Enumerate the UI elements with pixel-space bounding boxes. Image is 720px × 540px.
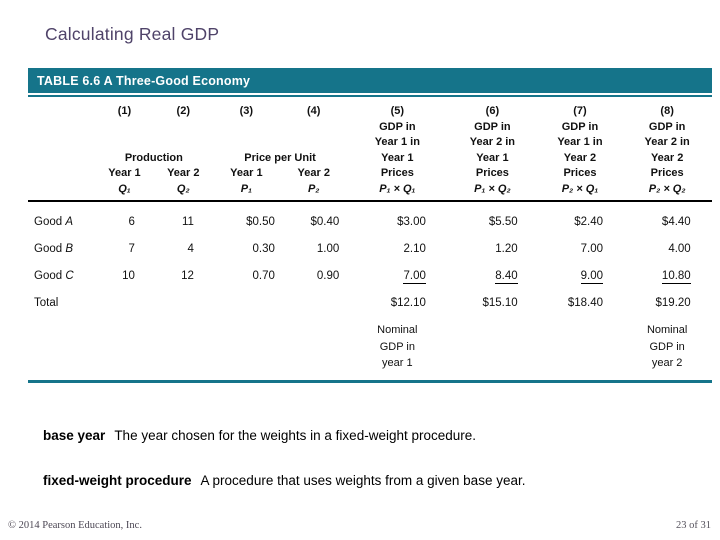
cell-p1: 0.30 [252,242,275,255]
year-label: Year 2 [297,167,330,179]
gdp-header-symbol: P₁ × Q₂ [474,182,511,195]
row-label: Good B [34,242,74,255]
cell-q2: 11 [181,215,194,228]
year-label: Year 2 [167,167,200,179]
definition-text: A procedure that uses weights from a giv… [200,473,526,488]
header-group-production: (1) (2) Production Year 1 Year 2 Q₁ Q₂ [95,104,213,197]
row-label: Good C [34,269,74,282]
col-number-6: (6) [485,105,500,117]
table-title-bar: TABLE 6.6 A Three-Good Economy [28,68,712,93]
cell-c6: 1.20 [495,242,518,255]
definition-base-year: base year The year chosen for the weights… [43,428,690,443]
symbol-q1: Q₁ [118,182,131,195]
table-row-good-b: Good B 7 4 0.30 1.00 2.10 1.20 7.00 4.00 [28,235,712,262]
gdp-header-symbol: P₂ × Q₁ [561,182,599,195]
spacer [151,322,213,372]
year-label: Year 1 [230,167,263,179]
cell-c8: 4.00 [668,242,691,255]
cell-c8: 10.80 [661,269,691,284]
header-col-6: (6) GDP in Year 2 in Year 1 Prices P₁ × … [447,104,537,197]
cell-c5: 7.00 [403,269,426,284]
cell-q2: 12 [181,269,194,282]
group-label-production: Production [124,151,183,164]
gdp-table: TABLE 6.6 A Three-Good Economy (1) (2) P… [28,68,712,383]
cell-c7: 7.00 [580,242,604,255]
cell-p2: 0.90 [316,269,340,282]
year-label: Year 1 [108,167,141,179]
gdp-header-symbol: P₁ × Q₁ [379,182,416,195]
header-col-8: (8) GDP in Year 2 in Year 2 Prices P₂ × … [622,104,712,197]
nominal-labels-row: Nominal GDP in year 1 Nominal GDP in yea… [28,322,712,372]
col-number-2: (2) [176,105,190,117]
gdp-header-lines: GDP in Year 1 in Year 2 Prices [557,120,603,180]
table-row-total: Total $12.10 $15.10 $18.40 $19.20 [28,289,712,316]
table-header: (1) (2) Production Year 1 Year 2 Q₁ Q₂ [28,97,712,202]
symbol-q2: Q₂ [176,182,190,195]
cell-c7: $2.40 [574,215,604,228]
cell-total-c8: $19.20 [655,296,691,309]
spacer [28,322,95,372]
col-number-4: (4) [307,105,321,117]
cell-q2: 4 [187,242,194,255]
table-title-rule [28,95,712,97]
col-number-5: (5) [390,105,405,117]
footer-copyright: © 2014 Pearson Education, Inc. [8,520,142,531]
gdp-header-lines: GDP in Year 2 in Year 1 Prices [469,120,516,180]
symbol-p1: P₁ [240,182,252,195]
col-number-1: (1) [117,105,132,117]
group-label-price: Price per Unit [244,151,316,164]
definition-fixed-weight: fixed-weight procedure A procedure that u… [43,473,690,488]
spacer [213,322,284,372]
cell-q1: 7 [128,242,135,255]
cell-p2: $0.40 [310,215,340,228]
cell-c5: $3.00 [397,215,426,228]
footer-page-number: 23 of 31 [676,520,711,531]
header-spacer [28,104,95,197]
gdp-header-symbol: P₂ × Q₂ [648,182,686,195]
gdp-header-lines: GDP in Year 2 in Year 2 Prices [644,120,690,180]
spacer [538,322,623,372]
cell-c7: 9.00 [580,269,604,284]
spacer [95,322,151,372]
cell-c6: $5.50 [488,215,518,228]
col-number-7: (7) [573,105,587,117]
row-label-total: Total [34,296,59,309]
cell-total-c6: $15.10 [482,296,518,309]
cell-q1: 10 [122,269,135,282]
cell-c5: 2.10 [403,242,426,255]
table-title: TABLE 6.6 A Three-Good Economy [37,74,251,88]
col-number-8: (8) [660,105,674,117]
spacer [284,322,348,372]
definition-term: base year [43,428,106,443]
table-bottom-rule [28,379,712,383]
cell-p2: 1.00 [316,242,340,255]
nominal-gdp-year1-label: Nominal GDP in year 1 [377,324,418,369]
header-col-5: (5) GDP in Year 1 in Year 1 Prices P₁ × … [347,104,447,197]
cell-total-c7: $18.40 [567,296,604,309]
cell-total-c5: $12.10 [390,296,426,309]
cell-p1: $0.50 [246,215,275,228]
cell-q1: 6 [128,215,135,228]
definition-term: fixed-weight procedure [43,473,192,488]
table-body: Good A 6 11 $0.50 $0.40 $3.00 $5.50 $2.4… [28,202,712,383]
table-row-good-a: Good A 6 11 $0.50 $0.40 $3.00 $5.50 $2.4… [28,208,712,235]
symbol-p2: P₂ [307,182,320,195]
nominal-gdp-year2-label: Nominal GDP in year 2 [646,324,688,369]
definition-text: The year chosen for the weights in a fix… [114,428,477,443]
header-col-7: (7) GDP in Year 1 in Year 2 Prices P₂ × … [538,104,623,197]
table-row-good-c: Good C 10 12 0.70 0.90 7.00 8.40 9.00 10… [28,262,712,289]
cell-c6: 8.40 [495,269,518,284]
col-number-3: (3) [239,105,254,117]
page-title: Calculating Real GDP [45,24,220,44]
spacer [447,322,537,372]
cell-c8: $4.40 [661,215,691,228]
cell-p1: 0.70 [252,269,275,282]
header-group-price: (3) (4) Price per Unit Year 1 Year 2 P₁ … [213,104,348,197]
row-label: Good A [34,215,74,228]
gdp-header-lines: GDP in Year 1 in Year 1 Prices [374,120,420,180]
